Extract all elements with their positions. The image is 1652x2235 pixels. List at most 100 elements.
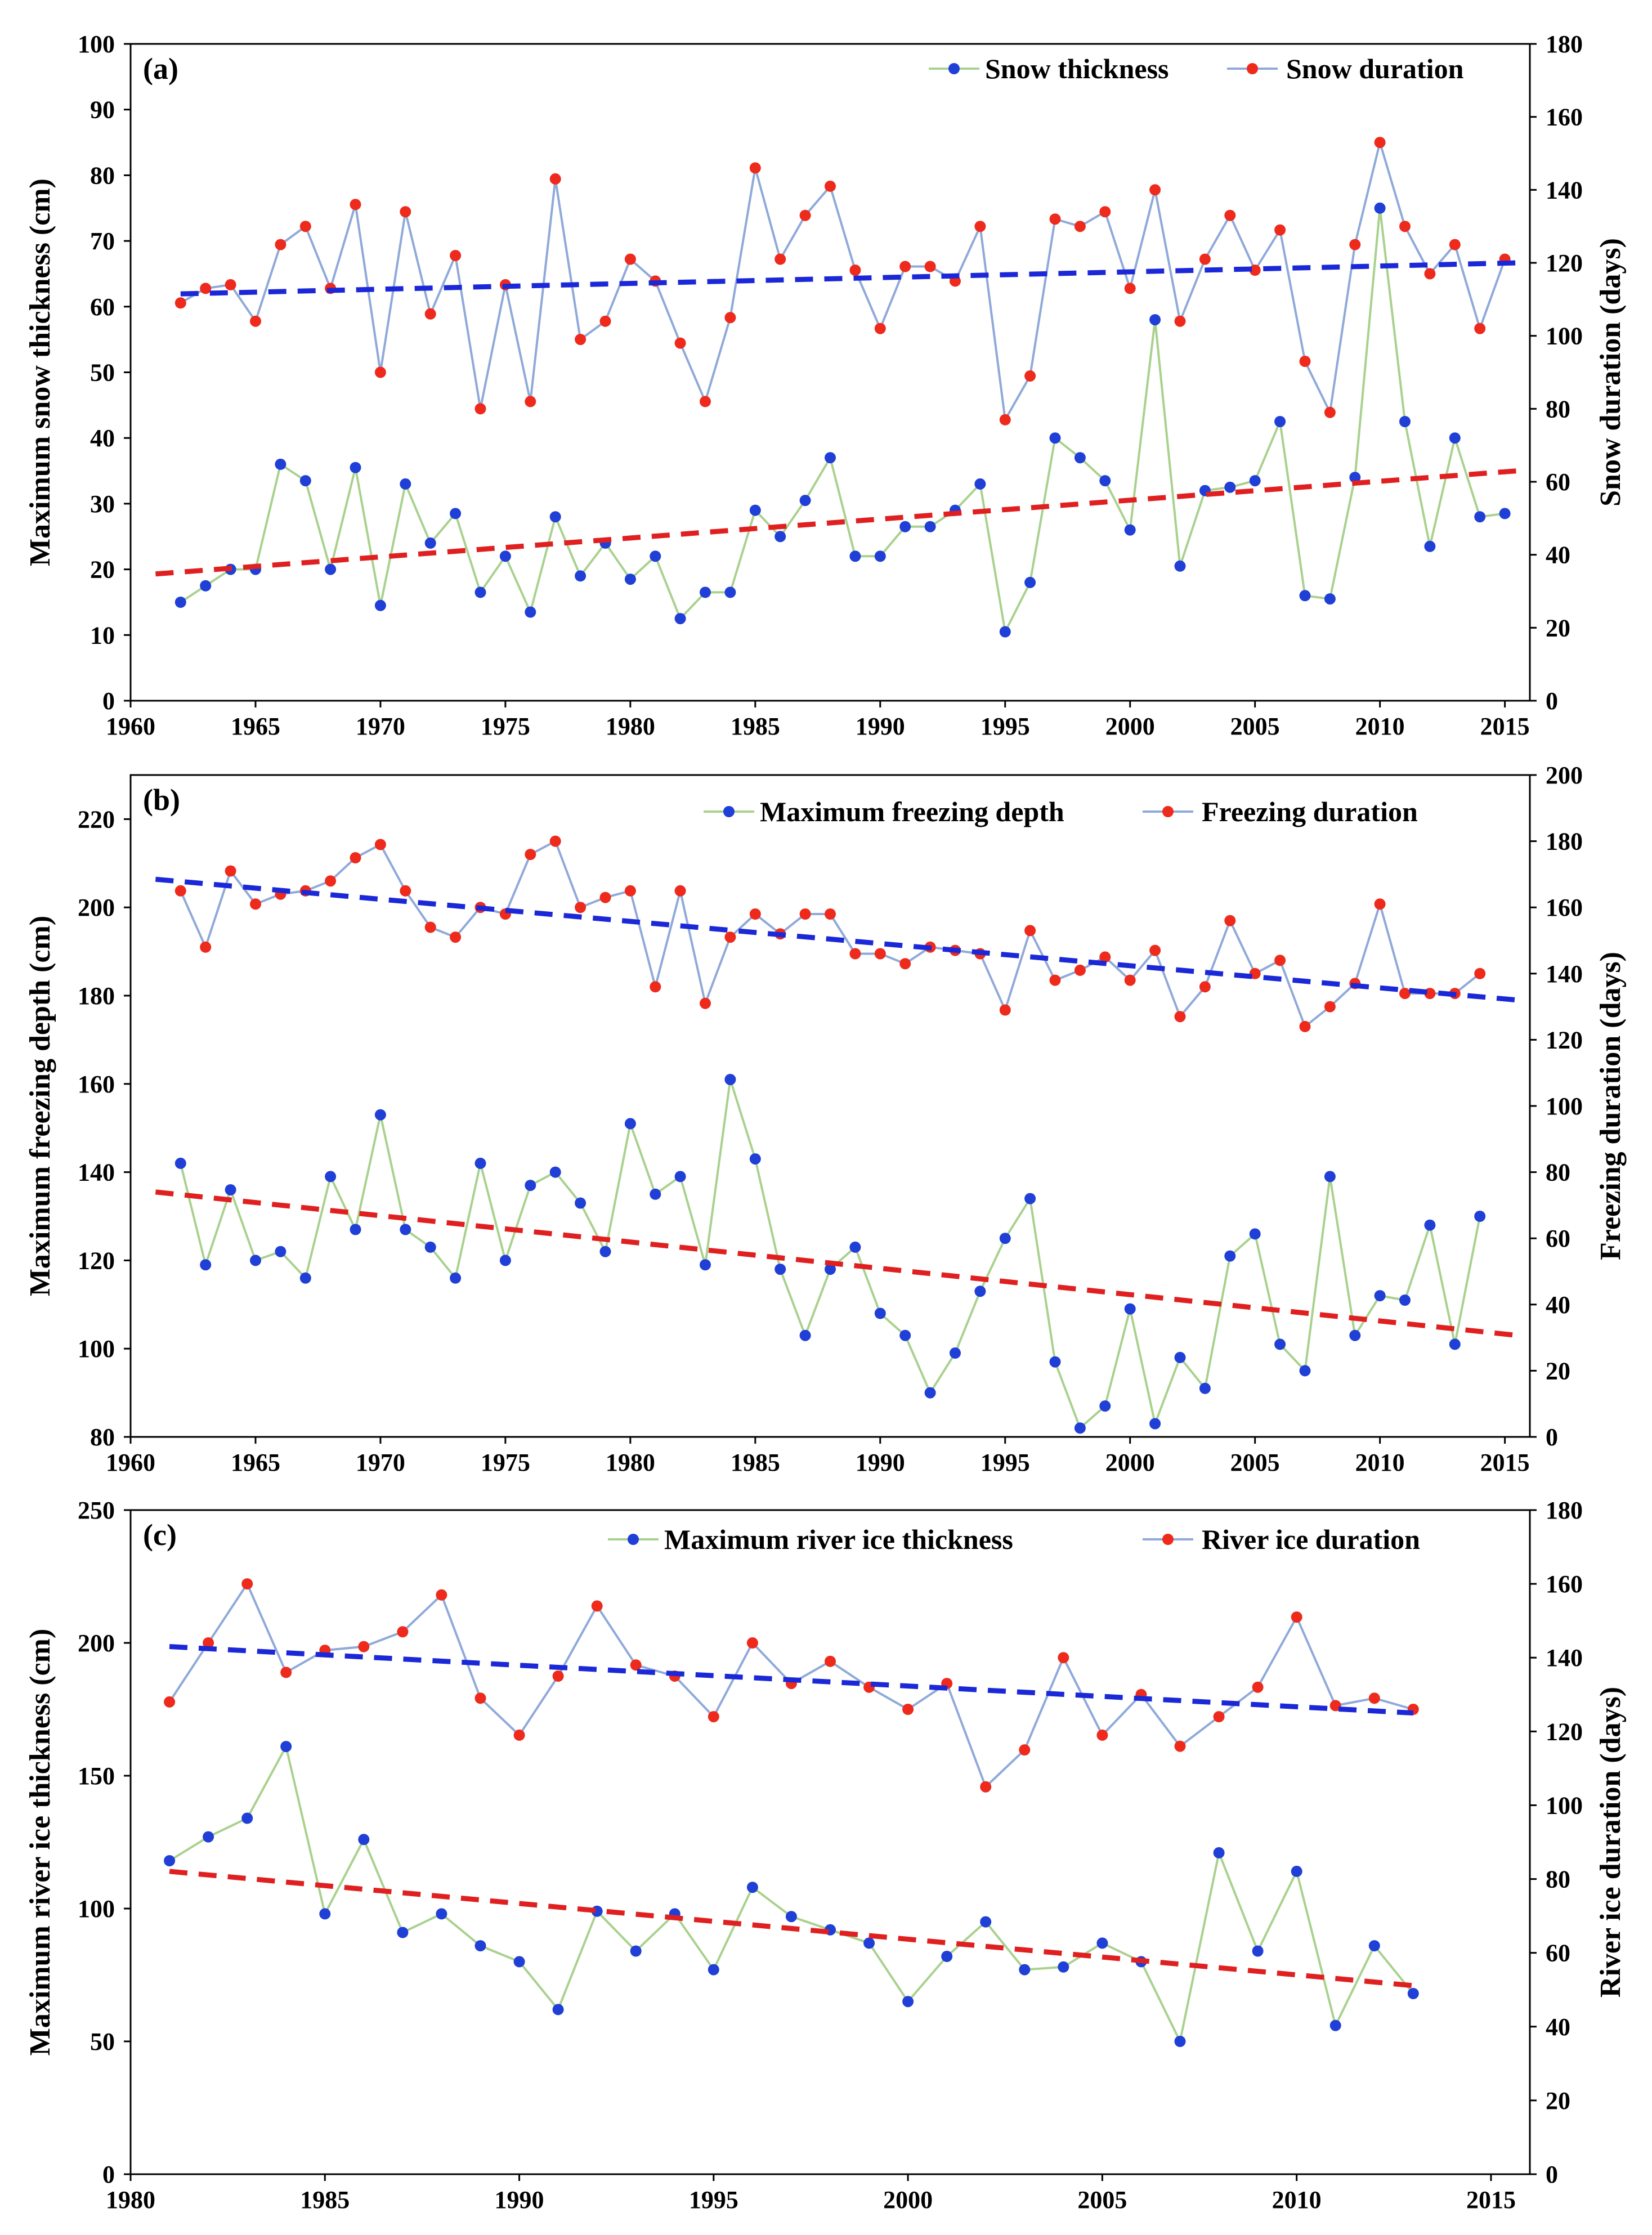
data-point (1399, 988, 1411, 1000)
data-point (1474, 1211, 1486, 1222)
y2-tick-label: 40 (1546, 541, 1570, 569)
data-point (1099, 475, 1111, 487)
data-point (400, 885, 411, 897)
y2-tick-label: 20 (1546, 2087, 1570, 2115)
y-tick-label: 100 (78, 30, 115, 58)
data-point (874, 1307, 886, 1319)
data-point (624, 574, 636, 585)
data-point (241, 1578, 253, 1590)
data-point (1124, 283, 1136, 294)
data-point (424, 537, 436, 549)
data-point (874, 550, 886, 562)
data-point (924, 521, 936, 532)
data-point (400, 206, 411, 218)
y-tick-label: 70 (90, 227, 115, 255)
data-point (749, 908, 761, 920)
trend-line-2 (169, 1644, 1414, 1716)
data-point (1324, 593, 1336, 605)
y2-tick-label: 40 (1546, 1291, 1570, 1319)
data-point (863, 1937, 875, 1949)
data-point (1399, 416, 1411, 427)
data-point (474, 403, 486, 415)
data-point (549, 1166, 561, 1178)
data-point (950, 1347, 961, 1359)
data-point (325, 1171, 337, 1183)
series-line-1 (169, 1745, 1414, 2043)
y-tick-label: 20 (90, 556, 115, 584)
x-tick-label: 2015 (1466, 2186, 1516, 2214)
data-point (1474, 323, 1486, 334)
data-point (241, 1812, 253, 1824)
data-point (1049, 1356, 1061, 1368)
data-point (746, 1882, 758, 1893)
data-point (549, 511, 561, 523)
y2-tick-label: 140 (1546, 1644, 1583, 1672)
data-point (724, 931, 736, 943)
data-point (999, 1004, 1011, 1016)
x-tick-label: 1985 (731, 713, 780, 740)
data-point (374, 366, 386, 378)
y-tick-label: 120 (78, 1247, 115, 1274)
data-point (700, 586, 711, 598)
data-point (499, 1255, 511, 1266)
data-point (1368, 1940, 1380, 1952)
legend-swatch-marker (1162, 806, 1174, 817)
y2-tick-label: 80 (1546, 1159, 1570, 1186)
x-tick-label: 2005 (1077, 2186, 1127, 2214)
data-point (1349, 472, 1361, 483)
y2-tick-label: 120 (1546, 1026, 1583, 1054)
y-axis-title: Maximum river ice thickness (cm) (24, 1629, 56, 2056)
y-tick-label: 50 (90, 2028, 115, 2055)
x-tick-label: 2000 (883, 2186, 933, 2214)
data-point (275, 458, 286, 470)
x-tick-label: 1975 (481, 713, 530, 740)
y2-axis-title: River ice duration (days) (1595, 1687, 1627, 1997)
data-point (436, 1589, 447, 1601)
y2-tick-label: 100 (1546, 1791, 1583, 1819)
data-point (1124, 974, 1136, 986)
data-point (1019, 1744, 1031, 1756)
data-point (299, 475, 311, 487)
y2-tick-label: 120 (1546, 1718, 1583, 1745)
legend-swatch-marker (1162, 1534, 1174, 1545)
y-tick-label: 10 (90, 621, 115, 649)
y2-tick-label: 160 (1546, 104, 1583, 131)
y-axis-title: Maximum snow thickness (cm) (24, 178, 56, 566)
data-point (280, 1667, 292, 1678)
data-point (1424, 268, 1436, 280)
x-tick-label: 1980 (106, 2186, 155, 2214)
y2-tick-label: 0 (1546, 1423, 1558, 1451)
data-point (1058, 1961, 1069, 1973)
data-point (1099, 951, 1111, 963)
data-point (599, 315, 611, 327)
data-point (746, 1637, 758, 1649)
data-point (1299, 1020, 1311, 1032)
y-tick-label: 50 (90, 359, 115, 387)
data-point (874, 323, 886, 334)
x-tick-label: 1995 (689, 2186, 738, 2214)
data-point (174, 297, 186, 309)
trend-line-2 (180, 260, 1517, 297)
data-point (575, 334, 587, 346)
panel-label: (b) (143, 783, 180, 817)
data-point (974, 221, 986, 232)
y-tick-label: 100 (78, 1335, 115, 1363)
data-point (1249, 475, 1261, 487)
data-point (799, 908, 811, 920)
data-point (825, 452, 836, 464)
data-point (1174, 560, 1186, 572)
series-line-1 (179, 1078, 1481, 1430)
data-point (749, 1153, 761, 1165)
data-point (250, 1255, 261, 1266)
data-point (374, 839, 386, 850)
data-point (174, 885, 186, 897)
data-point (1149, 1418, 1161, 1430)
data-point (450, 1272, 462, 1284)
data-point (674, 613, 686, 625)
data-point (325, 563, 337, 575)
data-point (1449, 432, 1461, 444)
data-point (630, 1945, 642, 1957)
data-point (650, 981, 661, 993)
y-tick-label: 150 (78, 1762, 115, 1790)
